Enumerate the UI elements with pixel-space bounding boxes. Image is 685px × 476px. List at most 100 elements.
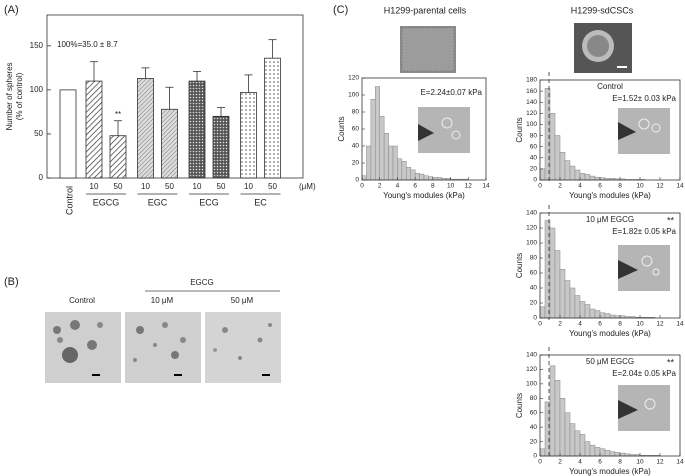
- x-tick-label: 14: [676, 183, 684, 190]
- histogram-bar: [428, 176, 434, 181]
- y-tick-label: 140: [526, 210, 537, 217]
- inset-photo: [418, 107, 470, 153]
- histogram-bar: [549, 365, 556, 457]
- histogram-bar: [554, 135, 561, 181]
- y-tick-label: 0: [533, 453, 537, 460]
- y-tick-label: 20: [530, 300, 538, 307]
- y-tick-label: 20: [352, 160, 360, 167]
- histogram-bar: [579, 434, 586, 457]
- y-tick-label: 180: [526, 77, 537, 84]
- y-tick-label: 160: [526, 88, 537, 95]
- y-tick-label: 0: [39, 173, 44, 182]
- y-tick-label: 40: [352, 143, 360, 150]
- y-axis-label: Counts: [515, 117, 524, 142]
- x-tick-label: 10: [636, 321, 644, 328]
- significance: **: [667, 215, 675, 225]
- x-tick-label: 8: [618, 459, 622, 466]
- chart-label: 10 μM EGCG: [586, 215, 634, 224]
- bar: [85, 80, 103, 179]
- histogram-bar: [589, 175, 596, 181]
- panel-label: (C): [333, 4, 348, 16]
- group-label: EGC: [148, 197, 168, 207]
- column-title: H1299-sdCSCs: [571, 5, 634, 15]
- y-axis-label: Counts: [515, 393, 524, 418]
- annotation: E=2.24±0.07 kPa: [420, 88, 482, 97]
- histogram-bar: [539, 448, 546, 457]
- y-tick-label: 120: [348, 75, 359, 82]
- histogram-bar: [361, 175, 367, 181]
- histogram-bar: [392, 145, 398, 181]
- inset-photo: [618, 385, 670, 431]
- y-tick-label: 80: [530, 395, 538, 402]
- x-tick-label: 12: [656, 459, 664, 466]
- photo: [45, 312, 121, 383]
- x-tick-label: 10: [447, 183, 455, 190]
- y-tick-label: 100: [526, 121, 537, 128]
- histogram-bar: [564, 160, 571, 181]
- unit-label: (μM): [299, 182, 316, 191]
- histogram-bar: [379, 116, 385, 181]
- x-tick-label: 50: [268, 182, 277, 191]
- y-tick-label: 60: [352, 126, 360, 133]
- histogram-bar: [594, 447, 601, 457]
- x-tick-label: 4: [578, 459, 582, 466]
- plot-frame: [539, 79, 681, 181]
- histogram-bar: [366, 145, 372, 181]
- histogram-bar: [579, 301, 586, 319]
- y-tick-label: 0: [533, 315, 537, 322]
- photo-label: 50 μM: [231, 296, 254, 305]
- x-tick-label: 0: [538, 321, 542, 328]
- bar: [264, 57, 281, 179]
- y-tick-label: 40: [530, 424, 538, 431]
- x-tick-label: 6: [598, 321, 602, 328]
- x-tick-label: 10: [244, 182, 253, 191]
- photo: [125, 312, 201, 383]
- y-tick-label: 120: [526, 225, 537, 232]
- annotation: E=1.82± 0.05 kPa: [612, 227, 676, 236]
- x-tick-label: 2: [378, 183, 382, 190]
- photo: [205, 312, 281, 383]
- histogram-bar: [397, 158, 403, 181]
- x-tick-label: 10: [141, 182, 150, 191]
- x-tick-label: 8: [618, 321, 622, 328]
- histogram-bar: [564, 412, 571, 457]
- x-tick-label: 10: [636, 459, 644, 466]
- histogram-bar: [579, 173, 586, 181]
- histogram-bar: [549, 227, 556, 319]
- group-label: EGCG: [93, 197, 120, 207]
- y-tick-label: 20: [530, 438, 538, 445]
- histogram-bar: [388, 145, 394, 181]
- histogram-bar: [589, 444, 596, 457]
- x-tick-label: 0: [538, 183, 542, 190]
- x-tick-label: 8: [431, 183, 435, 190]
- bar: [109, 135, 127, 179]
- y-tick-label: 60: [530, 270, 538, 277]
- y-tick-label: 20: [530, 166, 538, 173]
- photo: [400, 26, 456, 73]
- histogram-bar: [383, 133, 389, 181]
- significance: **: [667, 357, 675, 367]
- chart-label: Control: [597, 82, 623, 91]
- histogram-bar: [559, 269, 566, 319]
- histogram-bar: [589, 308, 596, 319]
- x-tick-label: 12: [656, 183, 664, 190]
- x-tick-label: 4: [578, 321, 582, 328]
- group-label: EGCG: [190, 278, 214, 287]
- y-tick-label: 50: [34, 129, 43, 138]
- x-tick-label: 14: [482, 183, 490, 190]
- bar: [212, 115, 230, 179]
- histogram-bar: [549, 113, 556, 181]
- histogram-bar: [419, 173, 425, 181]
- histogram-bar: [375, 86, 380, 181]
- y-tick-label: 100: [30, 85, 44, 94]
- histogram-bar: [599, 448, 606, 457]
- x-tick-label: 2: [558, 459, 562, 466]
- y-tick-label: 60: [530, 143, 538, 150]
- panel-label: (A): [4, 4, 19, 16]
- histogram-bar: [406, 167, 411, 181]
- x-axis-label: Young's modules (kPa): [569, 191, 651, 200]
- significance: **: [115, 110, 121, 119]
- y-tick-label: 0: [533, 177, 537, 184]
